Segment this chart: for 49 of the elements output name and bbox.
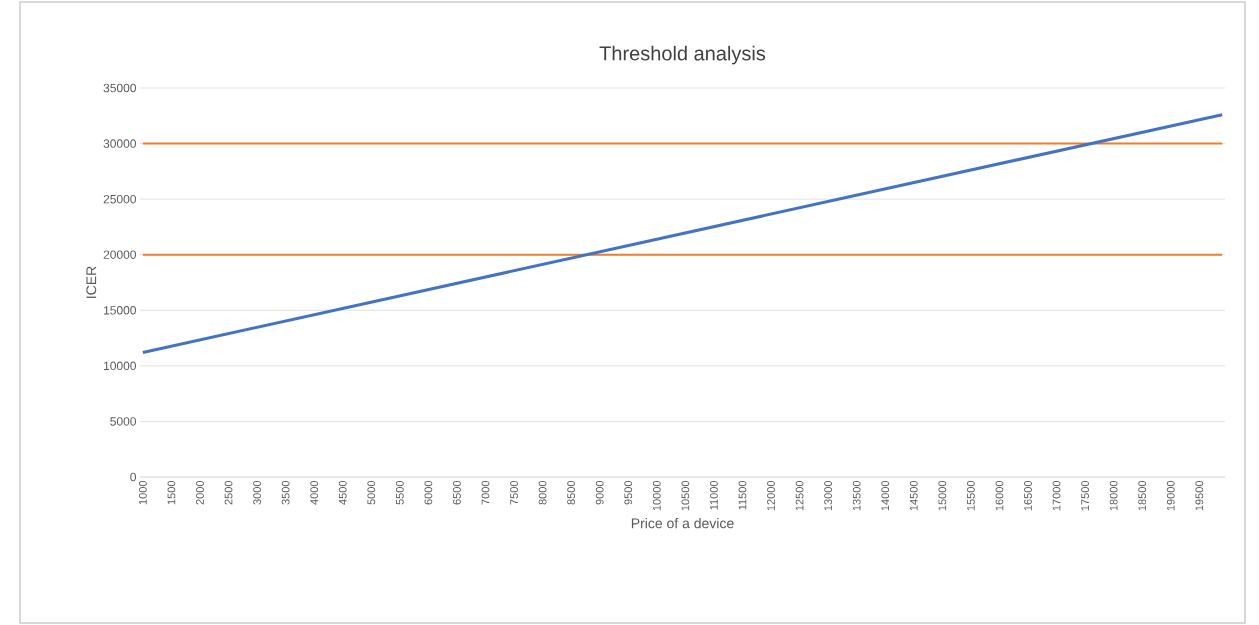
x-tick-label: 14500 [909,480,918,511]
x-tick-label: 2500 [224,480,233,505]
x-tick-label: 15500 [966,480,975,511]
x-tick-label: 19500 [1195,480,1204,511]
x-tick-label: 2000 [196,480,204,505]
x-tick-label: 8500 [567,480,576,505]
x-tick-label: 12500 [795,480,804,511]
y-axis-title: ICER [86,266,97,298]
y-tick-label: 10000 [104,361,136,371]
y-tick-label: 30000 [103,139,136,148]
y-tick-label: 25000 [103,194,136,204]
x-tick-label: 4000 [310,480,319,505]
x-tick-label: 18000 [1109,480,1118,511]
y-tick-label: 35000 [103,83,136,93]
x-tick-label: 16000 [995,480,1004,511]
x-tick-label: 8000 [538,480,547,505]
x-tick-label: 15000 [938,480,947,511]
x-tick-label: 5500 [395,480,404,505]
x-tick-label: 17500 [1081,480,1089,511]
x-tick-label: 13000 [824,480,833,511]
x-tick-label: 12000 [767,480,775,511]
x-tick-label: 9000 [595,480,604,505]
x-tick-label: 11000 [710,480,718,510]
x-tick-label: 16500 [1024,480,1032,511]
y-tick-label: 0 [130,472,137,482]
x-tick-label: 14000 [881,480,890,511]
x-tick-label: 19000 [1166,480,1175,511]
x-tick-label: 11500 [738,480,747,510]
chart-title: Threshold analysis [599,45,766,65]
x-tick-label: 5000 [367,480,376,505]
x-tick-label: 9500 [624,480,633,505]
x-tick-label: 10000 [652,480,661,511]
x-tick-label: 6500 [453,480,461,505]
y-tick-label: 5000 [110,417,136,426]
x-tick-label: 6000 [424,480,433,505]
x-tick-label: 4500 [338,480,347,505]
x-axis-title: Price of a device [631,517,734,529]
x-tick-label: 1500 [167,480,176,505]
x-tick-label: 3500 [281,480,290,505]
x-tick-label: 7500 [510,480,518,505]
y-tick-label: 15000 [104,306,136,315]
x-tick-label: 10500 [681,480,690,511]
x-tick-label: 3000 [253,480,261,505]
x-tick-label: 1000 [138,480,147,505]
x-tick-label: 7000 [481,480,490,505]
y-tick-label: 20000 [103,250,136,259]
x-tick-label: 17000 [1052,480,1061,511]
x-tick-label: 18500 [1138,480,1147,511]
x-tick-label: 13500 [852,480,861,511]
